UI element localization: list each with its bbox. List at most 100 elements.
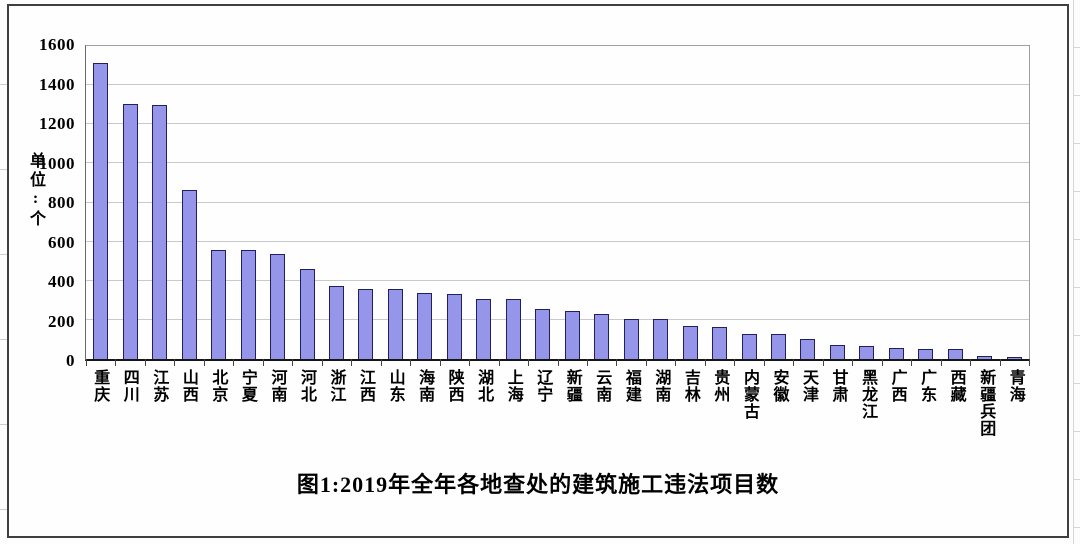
bar-浙江 [328, 286, 344, 359]
x-tick-label-text: 宁夏 [238, 369, 256, 403]
x-axis-tick [528, 359, 530, 366]
x-tick-label: 河南 [262, 369, 292, 437]
bar-cell [233, 46, 262, 359]
y-tick-label: 400 [48, 272, 75, 291]
x-tick-label-text: 辽宁 [534, 369, 552, 403]
x-tick-label: 新疆兵团 [971, 369, 1001, 437]
bar-cell [528, 46, 557, 359]
bar-宁夏 [240, 250, 256, 359]
x-tick-label: 江苏 [144, 369, 174, 437]
x-axis-tick [675, 359, 677, 366]
x-tick-label-text: 西藏 [947, 369, 965, 403]
x-axis-tick [970, 359, 972, 366]
bar-cell [381, 46, 410, 359]
bar-cell [882, 46, 911, 359]
x-tick-label-text: 内蒙古 [740, 369, 758, 420]
x-tick-label-text: 新疆兵团 [977, 369, 995, 437]
x-tick-label: 北京 [203, 369, 233, 437]
x-tick-label-text: 浙江 [327, 369, 345, 403]
bar-重庆 [93, 63, 109, 359]
y-tick-label: 200 [48, 311, 75, 331]
spreadsheet-gridlines-right [1073, 0, 1080, 544]
bar-cell [351, 46, 380, 359]
y-tick-label: 800 [48, 193, 75, 212]
x-axis-tick [763, 359, 765, 366]
bar-河北 [299, 269, 315, 359]
bar-四川 [122, 104, 138, 359]
x-axis-tick [233, 359, 235, 366]
x-tick-label-text: 广东 [918, 369, 936, 403]
bar-cell [705, 46, 734, 359]
gridline [86, 84, 1029, 86]
x-tick-label: 四川 [115, 369, 145, 437]
x-axis-tick [822, 359, 824, 366]
gridline [86, 279, 1029, 281]
x-tick-label-text: 福建 [622, 369, 640, 403]
x-tick-label: 天津 [794, 369, 824, 437]
y-tick-label: 600 [48, 232, 75, 252]
x-axis-tick [999, 359, 1001, 366]
x-tick-label: 广西 [882, 369, 912, 437]
bar-河南 [270, 254, 286, 359]
y-tick-label: 1400 [39, 74, 75, 94]
x-tick-label: 山东 [380, 369, 410, 437]
x-tick-label-text: 黑龙江 [859, 369, 877, 420]
bar-cell [587, 46, 616, 359]
x-tick-label: 重庆 [85, 369, 115, 437]
x-axis-tick [86, 359, 87, 366]
bar-cell [734, 46, 763, 359]
x-tick-label: 新疆 [558, 369, 588, 437]
x-tick-label-text: 青海 [1006, 369, 1024, 403]
x-axis-tick [144, 359, 146, 366]
x-tick-label-text: 云南 [593, 369, 611, 403]
bar-福建 [623, 319, 639, 359]
x-tick-label: 宁夏 [233, 369, 263, 437]
x-tick-label: 湖南 [646, 369, 676, 437]
bar-新疆兵团 [977, 356, 993, 359]
x-tick-label: 内蒙古 [735, 369, 765, 437]
bar-cell [823, 46, 852, 359]
bar-西藏 [947, 349, 963, 359]
bar-cell [440, 46, 469, 359]
bar-湖北 [476, 299, 492, 359]
bar-cell [911, 46, 940, 359]
x-tick-label: 陕西 [439, 369, 469, 437]
bar-湖南 [653, 319, 669, 359]
bars-layer [86, 46, 1029, 359]
bar-贵州 [712, 327, 728, 359]
x-tick-label: 青海 [1000, 369, 1030, 437]
spreadsheet-gridlines-left [0, 0, 7, 544]
bar-cell [263, 46, 292, 359]
bar-广东 [918, 349, 934, 359]
plot-area [85, 45, 1030, 366]
y-tick-label: 1000 [39, 153, 75, 173]
x-axis-tick [557, 359, 559, 366]
bar-cell [793, 46, 822, 359]
x-tick-label-text: 山东 [386, 369, 404, 403]
x-tick-label: 海南 [410, 369, 440, 437]
x-tick-label-text: 陕西 [445, 369, 463, 403]
x-axis-tick [469, 359, 471, 366]
x-axis-tick [410, 359, 412, 366]
bar-cell [1000, 46, 1029, 359]
x-axis-tick [115, 359, 117, 366]
bar-山东 [387, 289, 403, 359]
gridline [86, 318, 1029, 320]
x-axis-tick [881, 359, 883, 366]
x-tick-label: 甘肃 [823, 369, 853, 437]
x-tick-label-text: 海南 [416, 369, 434, 403]
x-axis-tick [940, 359, 942, 366]
x-tick-label-text: 甘肃 [829, 369, 847, 403]
gridline [86, 201, 1029, 203]
bar-cell [410, 46, 439, 359]
x-axis-tick [380, 359, 382, 366]
bar-天津 [800, 339, 816, 359]
x-tick-label: 广东 [912, 369, 942, 437]
x-tick-label-text: 湖北 [475, 369, 493, 403]
bar-青海 [1006, 357, 1022, 359]
x-axis-tick [616, 359, 618, 366]
x-tick-label-text: 新疆 [563, 369, 581, 403]
x-tick-label-text: 安徽 [770, 369, 788, 403]
bar-云南 [594, 314, 610, 359]
x-axis-tick [203, 359, 205, 366]
